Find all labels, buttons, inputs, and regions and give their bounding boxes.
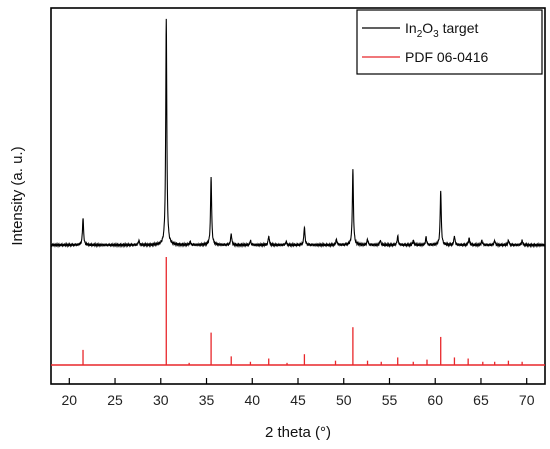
legend-box [356,9,543,75]
y-axis-title: Intensity (a. u.) [9,146,26,245]
x-axis-title: 2 theta (°) [265,424,331,441]
legend: In2O3 target PDF 06-0416 [356,9,543,75]
x-tick-label-25: 25 [107,392,123,408]
x-tick-label-35: 35 [199,392,215,408]
x-tick-label-60: 60 [427,392,443,408]
x-tick-label-20: 20 [62,392,78,408]
x-axis-ticks [68,378,528,384]
x-tick-label-55: 55 [382,392,398,408]
x-tick-label-45: 45 [290,392,306,408]
legend-label-target: In2O3 target [405,20,479,40]
x-tick-label-30: 30 [153,392,169,408]
x-tick-label-70: 70 [519,392,535,408]
x-axis-tick-labels: 20 25 30 35 40 45 50 55 60 65 70 [62,392,535,408]
x-tick-label-40: 40 [244,392,260,408]
in2o3-target-line [50,18,546,249]
x-tick-label-65: 65 [473,392,489,408]
legend-label-pdf: PDF 06-0416 [405,49,488,65]
x-tick-label-50: 50 [336,392,352,408]
series-pdf-reference [51,257,545,366]
series-in2o3-target [50,18,546,249]
